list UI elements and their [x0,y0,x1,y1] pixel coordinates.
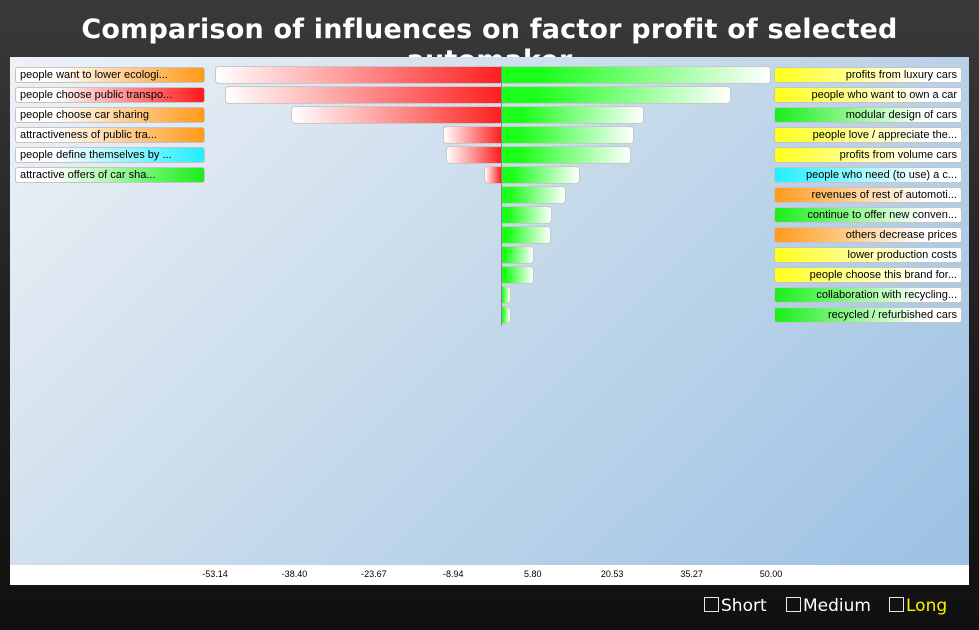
option-medium[interactable]: Medium [786,596,871,616]
negative-bar [483,166,502,184]
positive-influence-label[interactable]: collaboration with recycling... [774,287,962,303]
negative-influence-label[interactable]: people define themselves by ... [15,147,205,163]
positive-influence-label[interactable]: people choose this brand for... [774,267,962,283]
positive-bar [501,166,581,184]
positive-influence-label[interactable]: people who want to own a car [774,87,962,103]
positive-bar [501,306,512,324]
positive-influence-label[interactable]: lower production costs [774,247,962,263]
x-tick-label: 5.80 [523,569,542,579]
x-tick-label: 50.00 [759,569,783,579]
positive-influence-label[interactable]: recycled / refurbished cars [774,307,962,323]
negative-influence-label[interactable]: people want to lower ecologi... [15,67,205,83]
positive-bar [501,266,534,284]
checkbox-icon[interactable] [889,597,904,612]
positive-bar [501,126,634,144]
x-tick-label: 20.53 [600,569,624,579]
option-label: Short [721,596,767,616]
x-axis: -53.14 -38.40 -23.67 -8.94 5.80 20.53 35.27 50.… [10,565,969,585]
positive-bar [501,286,512,304]
positive-influence-label[interactable]: profits from luxury cars [774,67,962,83]
negative-influence-label[interactable]: people choose car sharing [15,107,205,123]
negative-influence-label[interactable]: people choose public transpo... [15,87,205,103]
positive-bar [501,206,552,224]
negative-bar [445,146,502,164]
positive-bar [501,106,644,124]
positive-bar [501,186,566,204]
negative-influence-label[interactable]: attractiveness of public tra... [15,127,205,143]
positive-bar [501,86,732,104]
x-tick-label: 35.27 [680,569,703,579]
plot-area: people want to lower ecologi... people ch… [10,57,969,565]
option-short[interactable]: Short [704,596,767,616]
negative-bar [291,106,502,124]
x-tick-label: -38.40 [281,569,308,579]
positive-influence-label[interactable]: modular design of cars [774,107,962,123]
positive-influence-label[interactable]: revenues of rest of automoti... [774,187,962,203]
x-tick-label: -23.67 [361,569,387,579]
option-long[interactable]: Long [889,596,947,616]
positive-influence-label[interactable]: people love / appreciate the... [774,127,962,143]
negative-bar [443,126,502,144]
option-label: Long [906,596,948,616]
positive-influence-label[interactable]: continue to offer new conven... [774,207,962,223]
zero-line [501,66,503,326]
negative-bar [225,86,502,104]
negative-influence-label[interactable]: attractive offers of car sha... [15,167,205,183]
negative-bar [215,66,502,84]
horizon-options: Short Medium Long [0,596,979,618]
x-tick-label: -53.14 [202,569,228,579]
positive-bar [501,246,534,264]
checkbox-icon[interactable] [704,597,719,612]
option-label: Medium [803,596,871,616]
positive-bar [501,226,551,244]
positive-influence-label[interactable]: profits from volume cars [774,147,962,163]
positive-bar [501,146,632,164]
positive-bar [501,66,771,84]
checkbox-icon[interactable] [786,597,801,612]
positive-influence-label[interactable]: others decrease prices [774,227,962,243]
positive-influence-label[interactable]: people who need (to use) a c... [774,167,962,183]
x-tick-label: -8.94 [443,569,464,579]
